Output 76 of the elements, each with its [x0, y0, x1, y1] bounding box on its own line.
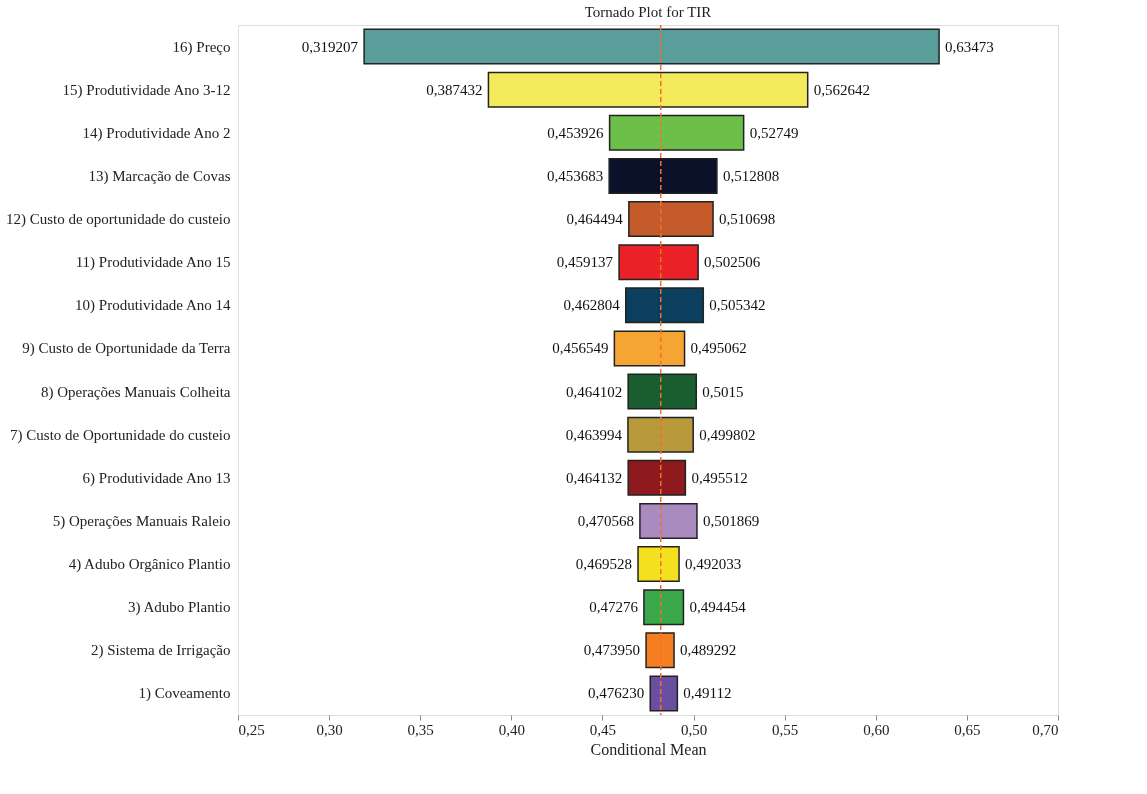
- annotation: 0,52749: [749, 124, 799, 141]
- annotation: 0,63473: [945, 38, 994, 55]
- annotation: 0,459137: [556, 254, 614, 271]
- annotation: 0,470568: [577, 512, 634, 529]
- x-tick-label: 0,50: [680, 721, 708, 738]
- y-tick-label: 13) Marcação de Covas: [88, 167, 231, 185]
- y-tick-label: 14) Produtividade Ano 2: [82, 124, 231, 142]
- annotation: 0,456549: [552, 340, 609, 357]
- bar: [613, 330, 686, 367]
- x-axis-title: Conditional Mean: [590, 740, 707, 758]
- y-tick-label: 7) Custo de Oportunidade do custeio: [10, 426, 231, 444]
- annotation: 0,476230: [587, 685, 645, 702]
- bar: [608, 157, 718, 194]
- bar: [487, 71, 809, 108]
- annotation: 0,510698: [719, 211, 776, 228]
- x-tick-label: 0,35: [407, 721, 434, 738]
- annotation: 0,463994: [565, 426, 623, 443]
- y-tick-label: 3) Adubo Plantio: [127, 599, 231, 617]
- annotation: 0,469528: [575, 556, 633, 573]
- annotation: 0,387432: [426, 81, 483, 98]
- bar: [649, 675, 679, 712]
- bar: [618, 244, 699, 281]
- y-tick-label: 2) Sistema de Irrigação: [90, 642, 231, 660]
- annotation: 0,562642: [813, 81, 870, 98]
- y-tick-label: 10) Produtividade Ano 14: [75, 297, 231, 315]
- bar: [627, 373, 698, 410]
- annotation: 0,453926: [547, 124, 605, 141]
- bar: [639, 502, 698, 539]
- annotation: 0,502506: [704, 254, 761, 271]
- y-tick-label: 5) Operações Manuais Raleio: [52, 512, 231, 530]
- y-tick-label: 4) Adubo Orgânico Plantio: [68, 556, 231, 574]
- y-tick-label: 6) Produtividade Ano 13: [82, 469, 231, 487]
- annotation: 0,512808: [722, 167, 780, 184]
- chart-title: Tornado Plot for TIR: [584, 4, 712, 21]
- bar: [627, 416, 694, 453]
- y-tick-label: 15) Produtividade Ano 3-12: [62, 81, 231, 99]
- y-tick-label: 11) Produtividade Ano 15: [75, 254, 231, 272]
- annotation: 0,505342: [709, 297, 766, 314]
- bar: [608, 114, 745, 151]
- bar: [645, 632, 675, 669]
- annotation: 0,453683: [546, 167, 604, 184]
- y-tick-label: 12) Custo de oportunidade do custeio: [5, 211, 231, 229]
- annotation: 0,501869: [702, 512, 760, 529]
- annotation: 0,5015: [702, 383, 744, 400]
- x-tick-label: 0,40: [498, 721, 525, 738]
- annotation: 0,464102: [565, 383, 623, 400]
- bar: [637, 546, 680, 583]
- annotation: 0,499802: [699, 426, 756, 443]
- bar: [625, 287, 705, 324]
- x-tick-label: 0,25: [238, 721, 265, 738]
- annotation: 0,462804: [563, 297, 621, 314]
- x-tick-label: 0,70: [1032, 721, 1059, 738]
- y-tick-label: 1) Coveamento: [138, 685, 231, 703]
- bar: [363, 28, 940, 65]
- annotation: 0,473950: [583, 642, 641, 659]
- annotation: 0,49112: [683, 685, 732, 702]
- annotation: 0,495512: [691, 469, 748, 486]
- y-tick-label: 16) Preço: [172, 38, 231, 56]
- y-tick-label: 8) Operações Manuais Colheita: [40, 383, 231, 401]
- annotation: 0,464494: [566, 211, 624, 228]
- annotation: 0,319207: [301, 38, 359, 55]
- annotation: 0,489292: [680, 642, 737, 659]
- y-tick-label: 9) Custo de Oportunidade da Terra: [22, 340, 231, 358]
- annotation: 0,495062: [690, 340, 747, 357]
- annotation: 0,494454: [689, 599, 747, 616]
- x-tick-label: 0,65: [954, 721, 981, 738]
- annotation: 0,464132: [565, 469, 623, 486]
- annotation: 0,492033: [685, 556, 742, 573]
- x-tick-label: 0,55: [772, 721, 799, 738]
- annotation: 0,47276: [589, 599, 639, 616]
- x-tick-label: 0,45: [589, 721, 617, 738]
- bar: [628, 201, 714, 238]
- bar: [627, 459, 687, 496]
- bar: [643, 589, 685, 626]
- x-tick-label: 0,60: [863, 721, 890, 738]
- x-tick-label: 0,30: [316, 721, 343, 738]
